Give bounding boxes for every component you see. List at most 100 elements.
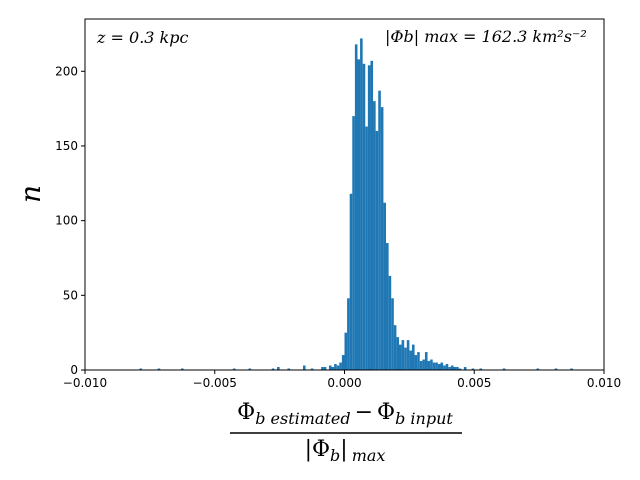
histogram-bar [399, 344, 402, 370]
histogram-bar [443, 365, 446, 370]
y-tick-label: 0 [70, 363, 78, 377]
histogram-bars [139, 38, 573, 371]
histogram-bar [378, 90, 381, 370]
histogram-bar [456, 367, 459, 370]
histogram-bar [344, 332, 348, 370]
histogram-bar [435, 362, 438, 370]
histogram-bar [458, 368, 462, 370]
histogram-bar [232, 368, 236, 370]
x-axis-title-denominator: |Φb| max [305, 437, 386, 465]
histogram-bar [328, 365, 332, 370]
histogram-bar [391, 298, 394, 370]
histogram-bar [323, 367, 327, 370]
histogram-bar [396, 337, 399, 370]
y-tick-label: 150 [55, 139, 78, 153]
numerator-minus: − [355, 400, 373, 425]
denominator-phi: |Φ [305, 437, 330, 462]
histogram-bar [554, 368, 558, 370]
histogram-bar [453, 367, 457, 370]
histogram-bar [334, 364, 337, 370]
histogram-bar [393, 325, 397, 370]
histogram-bar [354, 44, 358, 370]
histogram-bar [248, 368, 252, 370]
y-tick-label: 50 [63, 288, 78, 302]
histogram-bar [336, 365, 340, 370]
histogram-bar [287, 368, 291, 370]
x-tick-label: 0.010 [587, 376, 621, 390]
histogram-bar [352, 116, 355, 370]
y-axis-ticks: 0 50 100 150 200 [55, 64, 85, 377]
histogram-bar [419, 361, 423, 370]
annotation-phi-max-text: |Φb| max = 162.3 km²s⁻² [385, 27, 587, 46]
histogram-bar [424, 352, 428, 370]
histogram-bar [570, 368, 573, 370]
histogram-bar [432, 362, 436, 370]
histogram-bar [409, 350, 412, 370]
histogram-bar [414, 355, 418, 370]
histogram-bar [367, 65, 371, 371]
histogram-bar [341, 355, 345, 370]
histogram-bar [360, 38, 363, 371]
histogram-bar [339, 362, 342, 370]
histogram-bar [310, 368, 314, 370]
x-tick-label: 0.000 [327, 376, 361, 390]
histogram-bar [448, 367, 451, 370]
histogram-bar [440, 362, 444, 370]
histogram-bar [404, 347, 407, 370]
histogram-bar [157, 368, 161, 370]
numerator-phi-input: Φ [377, 400, 395, 425]
histogram-bar [427, 361, 431, 370]
annotation-z-text: z = 0.3 kpc [96, 28, 188, 47]
histogram-bar [401, 340, 405, 370]
histogram-bar [375, 131, 379, 370]
denominator-bar: | [340, 437, 347, 462]
numerator-sub-input: b input [395, 409, 453, 428]
x-axis-title: Φb estimated − Φb input |Φb| max [230, 400, 462, 465]
denominator-sub-max: max [352, 446, 386, 465]
histogram-bar [386, 243, 389, 370]
histogram-bar [406, 340, 410, 370]
histogram-bar [373, 101, 376, 371]
x-axis-ticks: −0.010 −0.005 0.000 0.005 0.010 [63, 370, 621, 390]
histogram-bar [357, 59, 361, 370]
plot-area [85, 19, 604, 370]
histogram-bar [502, 368, 506, 370]
histogram-bar [349, 193, 353, 370]
numerator-phi-estimated: Φ [237, 400, 255, 425]
histogram-bar [430, 359, 433, 370]
histogram-bar [422, 359, 425, 370]
annotation-z: z = 0.3 kpc [96, 28, 188, 47]
histogram-bar [445, 364, 449, 370]
histogram-bar [479, 368, 483, 370]
histogram-bar [471, 368, 475, 370]
histogram-bar [362, 63, 366, 371]
x-tick-label: −0.005 [193, 376, 237, 390]
histogram-bar [437, 364, 441, 370]
histogram-bar [321, 367, 324, 370]
y-tick-label: 200 [55, 64, 78, 78]
histogram-bar [417, 352, 420, 370]
histogram-bar [450, 365, 454, 370]
y-tick-label: 100 [55, 214, 78, 228]
annotation-phi-max: |Φb| max = 162.3 km²s⁻² [385, 27, 587, 46]
histogram-bar [181, 368, 184, 370]
histogram-bar [383, 202, 387, 370]
numerator-sub-estimated: b estimated [255, 409, 350, 428]
histogram-bar [302, 365, 306, 370]
histogram-bar [536, 368, 540, 370]
histogram-bar [347, 298, 350, 370]
histogram-bar [365, 126, 368, 370]
x-tick-label: 0.005 [457, 376, 491, 390]
histogram-bar [463, 367, 467, 370]
histogram-bar [411, 344, 415, 370]
histogram-bar [271, 368, 275, 370]
histogram-bar [331, 367, 335, 370]
denominator-sub-b: b [330, 446, 340, 465]
y-axis-title: n [14, 185, 47, 203]
histogram-bar [380, 107, 384, 371]
x-tick-label: −0.010 [63, 376, 107, 390]
histogram-bar [370, 60, 374, 370]
histogram-bar [139, 368, 143, 370]
histogram-bar [277, 367, 280, 370]
